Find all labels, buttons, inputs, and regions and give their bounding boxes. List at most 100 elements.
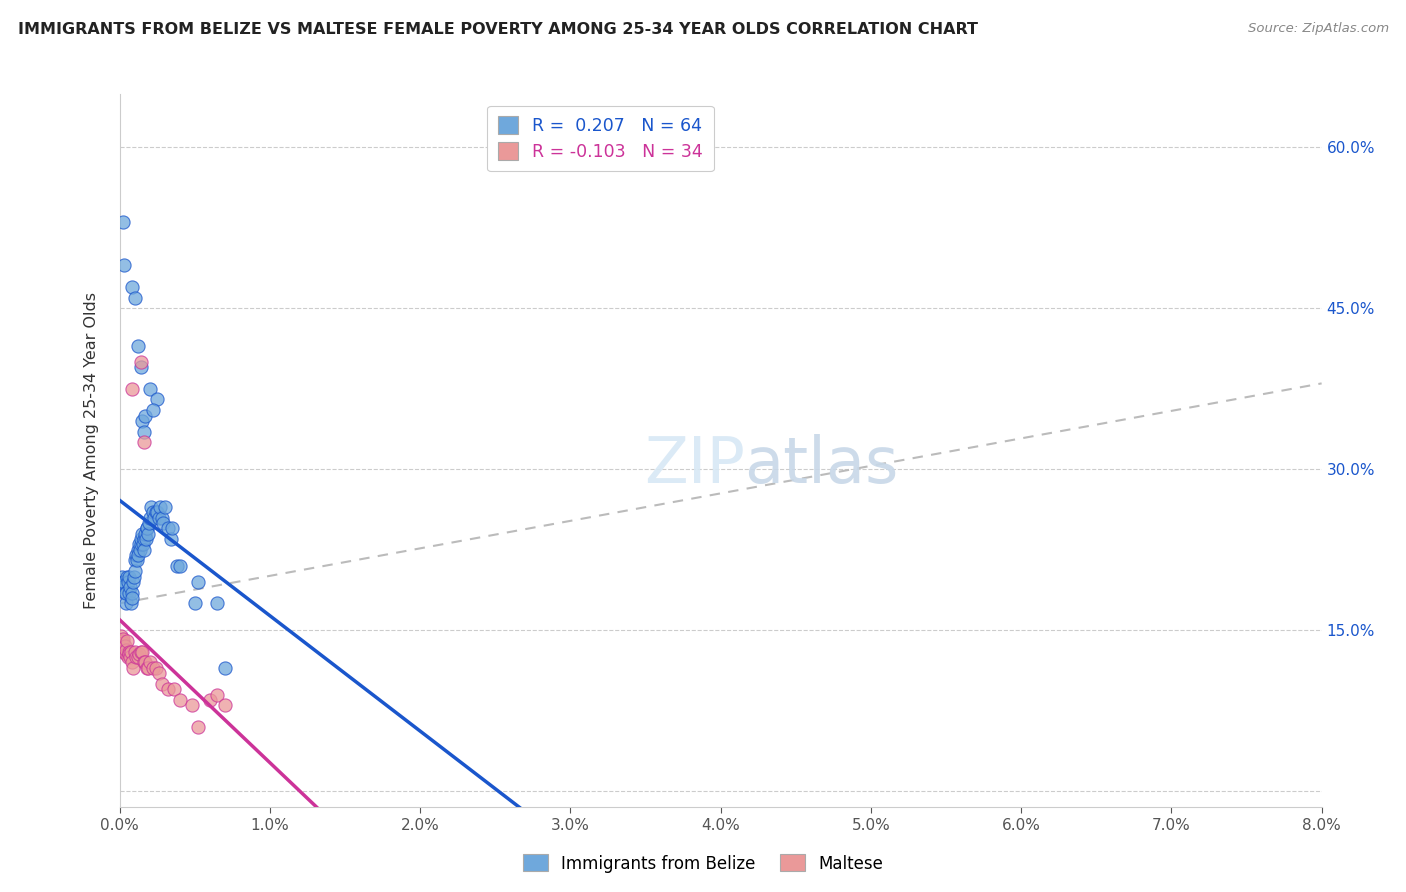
Legend: R =  0.207   N = 64, R = -0.103   N = 34: R = 0.207 N = 64, R = -0.103 N = 34 [488, 106, 713, 171]
Point [112, 580, 135, 594]
Point [114, 647, 136, 661]
Point [187, 574, 209, 589]
Point [205, 596, 228, 610]
Point [124, 645, 146, 659]
Point [122, 569, 145, 583]
Point [169, 558, 191, 573]
Point [134, 526, 156, 541]
Text: ZIP: ZIP [644, 434, 745, 496]
Text: Source: ZipAtlas.com: Source: ZipAtlas.com [1249, 22, 1389, 36]
Point [117, 650, 139, 665]
Point [114, 596, 136, 610]
Point [214, 661, 236, 675]
Point [125, 553, 148, 567]
Point [162, 682, 184, 697]
Point [152, 516, 174, 530]
Point [121, 656, 143, 670]
Point [128, 647, 150, 661]
Point [125, 650, 148, 665]
Point [129, 532, 152, 546]
Point [146, 505, 169, 519]
Point [127, 339, 149, 353]
Point [112, 632, 135, 646]
Point [111, 634, 134, 648]
Point [143, 510, 166, 524]
Point [136, 521, 159, 535]
Point [127, 548, 149, 562]
Point [198, 693, 221, 707]
Point [115, 634, 138, 648]
Point [134, 409, 156, 423]
Point [117, 569, 139, 583]
Point [114, 640, 136, 654]
Point [131, 414, 153, 428]
Point [132, 425, 155, 439]
Point [187, 720, 209, 734]
Point [124, 553, 146, 567]
Point [169, 693, 191, 707]
Point [183, 596, 205, 610]
Point [120, 596, 142, 610]
Point [146, 392, 169, 407]
Point [149, 500, 172, 514]
Point [129, 537, 152, 551]
Point [114, 585, 136, 599]
Point [156, 521, 179, 535]
Point [118, 585, 141, 599]
Point [129, 360, 152, 375]
Point [112, 645, 135, 659]
Point [129, 355, 152, 369]
Point [115, 569, 138, 583]
Point [205, 688, 228, 702]
Point [129, 645, 152, 659]
Point [150, 510, 173, 524]
Point [121, 382, 143, 396]
Point [142, 661, 165, 675]
Point [118, 650, 141, 665]
Point [112, 258, 135, 272]
Point [138, 510, 160, 524]
Point [124, 291, 146, 305]
Point [148, 666, 170, 681]
Point [127, 542, 149, 557]
Point [138, 382, 160, 396]
Point [121, 585, 143, 599]
Point [166, 558, 188, 573]
Y-axis label: Female Poverty Among 25-34 Year Olds: Female Poverty Among 25-34 Year Olds [84, 292, 98, 609]
Point [139, 500, 162, 514]
Point [112, 574, 135, 589]
Point [138, 656, 160, 670]
Point [135, 521, 157, 535]
Point [160, 521, 183, 535]
Point [125, 548, 148, 562]
Point [124, 564, 146, 578]
Point [132, 656, 155, 670]
Point [138, 516, 160, 530]
Point [134, 542, 156, 557]
Point [132, 532, 155, 546]
Text: atlas: atlas [745, 434, 898, 496]
Point [136, 526, 159, 541]
Point [156, 682, 179, 697]
Point [132, 435, 155, 450]
Point [136, 661, 159, 675]
Point [150, 677, 173, 691]
Point [142, 505, 165, 519]
Point [127, 650, 149, 665]
Point [118, 647, 141, 661]
Point [131, 526, 153, 541]
Point [121, 280, 143, 294]
Point [111, 569, 134, 583]
Point [180, 698, 202, 713]
Point [148, 510, 170, 524]
Point [128, 542, 150, 557]
Point [135, 532, 157, 546]
Text: IMMIGRANTS FROM BELIZE VS MALTESE FEMALE POVERTY AMONG 25-34 YEAR OLDS CORRELATI: IMMIGRANTS FROM BELIZE VS MALTESE FEMALE… [18, 22, 979, 37]
Point [128, 537, 150, 551]
Point [134, 656, 156, 670]
Point [111, 215, 134, 229]
Point [145, 505, 167, 519]
Point [159, 532, 181, 546]
Point [132, 537, 155, 551]
Point [142, 403, 165, 417]
